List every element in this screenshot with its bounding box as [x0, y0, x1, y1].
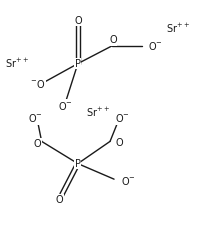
- Text: P: P: [75, 159, 81, 169]
- Text: Sr$^{++}$: Sr$^{++}$: [6, 57, 30, 70]
- Text: O: O: [56, 195, 64, 205]
- Text: Sr$^{++}$: Sr$^{++}$: [166, 22, 191, 35]
- Text: Sr$^{++}$: Sr$^{++}$: [86, 106, 110, 119]
- Text: O$^{-}$: O$^{-}$: [58, 100, 73, 112]
- Text: O: O: [34, 139, 41, 148]
- Text: P: P: [75, 58, 81, 69]
- Text: O$^{-}$: O$^{-}$: [121, 176, 136, 187]
- Text: O: O: [74, 16, 82, 26]
- Text: O: O: [109, 35, 117, 45]
- Text: $^{-}$O: $^{-}$O: [30, 78, 45, 90]
- Text: O$^{-}$: O$^{-}$: [148, 40, 163, 52]
- Text: O$^{-}$: O$^{-}$: [115, 112, 130, 124]
- Text: O: O: [115, 137, 123, 148]
- Text: O$^{-}$: O$^{-}$: [28, 112, 43, 124]
